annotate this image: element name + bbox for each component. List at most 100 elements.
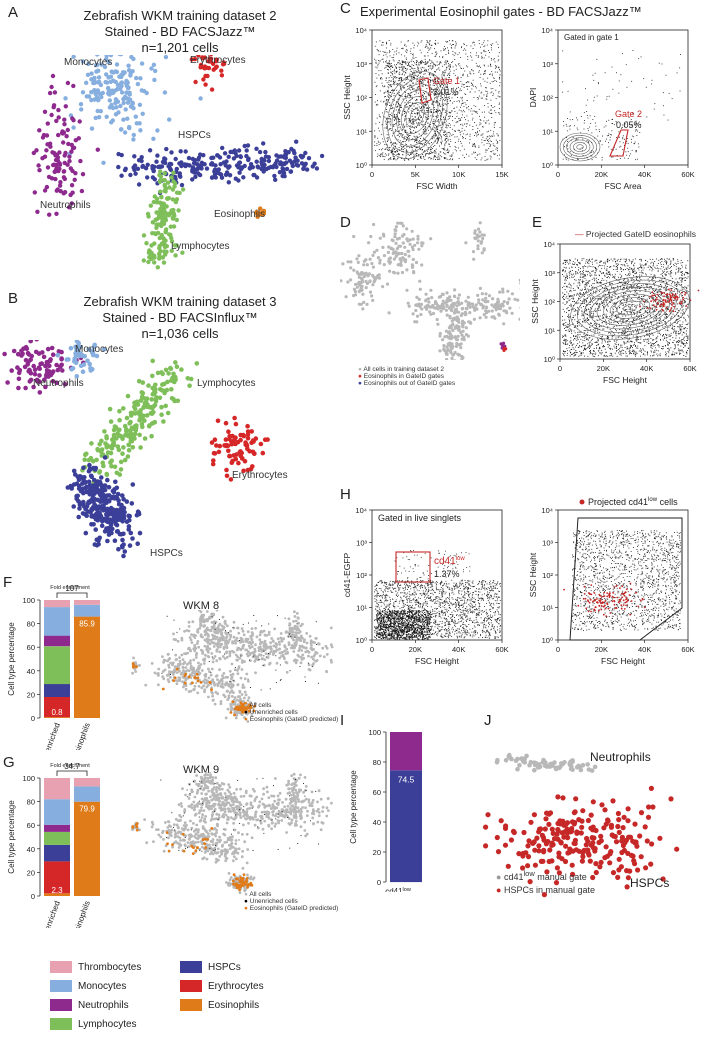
grey-cell-dot xyxy=(405,268,409,272)
hspc-cell-dot xyxy=(299,161,305,166)
c-right-event-dot xyxy=(576,117,577,119)
grey-cell-dot xyxy=(498,290,502,294)
hspc-cell-dot xyxy=(237,170,242,175)
e-event-dot xyxy=(638,282,640,284)
c-left-event-dot xyxy=(385,102,387,104)
c-left-event-dot xyxy=(425,144,427,146)
erythrocyte-cell-dot xyxy=(241,468,246,474)
c-left-event-dot xyxy=(444,140,446,142)
c-left-event-dot xyxy=(464,129,466,131)
hspc-cell-dot xyxy=(239,166,244,172)
c-left-event-dot xyxy=(412,72,413,74)
grey-cell-dot xyxy=(359,285,363,289)
erythrocyte-cell-dot xyxy=(211,458,216,463)
grey-cell-dot xyxy=(445,291,449,295)
hspc-cell-dot xyxy=(251,172,256,178)
c-left-event-dot xyxy=(454,45,456,47)
c-left-event-dot xyxy=(486,91,488,92)
monocyte-cell-dot xyxy=(151,136,156,141)
c-left-event-dot xyxy=(493,59,495,61)
c-left-event-dot xyxy=(475,112,477,113)
c-right-event-dot xyxy=(634,130,636,132)
c-left-event-dot xyxy=(390,158,392,160)
c-left-event-dot xyxy=(428,153,430,155)
grey-cell-dot xyxy=(507,297,511,301)
c-left-event-dot xyxy=(483,49,485,51)
lymphocyte-cell-dot xyxy=(133,428,139,433)
c-left-event-dot xyxy=(383,54,385,56)
c-left-event-dot xyxy=(401,133,403,135)
lymphocyte-cell-dot xyxy=(167,232,172,237)
panel-a-title-line2: Stained - BD FACSJazz™ xyxy=(104,24,256,39)
c-left-event-dot xyxy=(421,77,423,79)
c-left-event-dot xyxy=(499,70,501,72)
c-left-event-dot xyxy=(416,135,418,137)
c-left-event-dot xyxy=(388,66,390,68)
c-right-event-dot xyxy=(621,53,623,55)
e-event-dot xyxy=(634,313,635,315)
c-left-event-dot xyxy=(416,99,417,100)
c-left-event-dot xyxy=(398,147,400,148)
erythrocyte-cell-dot xyxy=(238,449,243,454)
c-left-event-dot xyxy=(378,74,380,76)
c-left-event-dot xyxy=(391,108,393,109)
c-left-event-dot xyxy=(397,157,399,159)
c-left-event-dot xyxy=(493,122,495,124)
c-left-event-dot xyxy=(415,149,416,151)
c-left-event-dot xyxy=(374,81,376,83)
c-right-event-dot xyxy=(626,154,628,156)
c-right-event-dot xyxy=(619,157,621,159)
erythrocyte-cell-dot xyxy=(233,441,238,447)
erythrocyte-cell-dot xyxy=(232,415,237,421)
hspc-cell-dot xyxy=(76,477,82,483)
c-left-event-dot xyxy=(415,89,417,91)
c-left-event-dot xyxy=(449,40,450,42)
c-left-event-dot xyxy=(394,129,396,130)
lymphocyte-cell-dot xyxy=(155,265,160,270)
c-left-event-dot xyxy=(388,94,390,95)
c-left-event-dot xyxy=(418,64,420,66)
c-left-event-dot xyxy=(400,64,402,66)
c-left-event-dot xyxy=(436,110,438,111)
c-left-event-dot xyxy=(420,107,422,109)
c-left-event-dot xyxy=(431,91,433,93)
e-event-dot xyxy=(625,282,627,283)
lymphocyte-cell-dot xyxy=(120,451,125,456)
grey-cell-dot xyxy=(436,322,440,326)
c-left-event-dot xyxy=(404,111,405,112)
monocyte-cell-dot xyxy=(86,61,91,67)
e-event-dot xyxy=(662,339,664,341)
neutrophil-cell-dot xyxy=(34,148,39,153)
c-left-event-dot xyxy=(480,46,481,48)
c-left-event-dot xyxy=(484,65,485,67)
monocyte-cell-dot xyxy=(106,85,111,91)
c-left-event-dot xyxy=(499,113,501,115)
c-left-event-dot xyxy=(490,112,492,114)
monocyte-cell-dot xyxy=(70,366,76,371)
c-left-event-dot xyxy=(434,44,436,46)
c-right-event-dot xyxy=(581,150,583,152)
c-left-event-dot xyxy=(434,90,436,92)
monocyte-cell-dot xyxy=(94,63,99,68)
c-left-event-dot xyxy=(410,153,411,155)
lymphocyte-cell-dot xyxy=(179,367,184,372)
c-right-event-dot xyxy=(581,147,583,149)
c-left-event-dot xyxy=(389,85,391,86)
e-event-dot xyxy=(594,308,596,310)
c-left-event-dot xyxy=(430,153,431,154)
c-left-event-dot xyxy=(399,136,400,138)
c-left-event-dot xyxy=(375,86,377,88)
e-event-dot xyxy=(613,332,615,334)
c-left-event-dot xyxy=(448,96,450,98)
e-event-dot xyxy=(578,287,579,289)
c-left-event-dot xyxy=(496,155,498,157)
panel-b-tsne xyxy=(2,340,270,559)
grey-cell-dot xyxy=(519,306,520,309)
c-left-event-dot xyxy=(481,111,483,113)
neutrophil-cell-dot xyxy=(25,362,31,367)
c-left-event-dot xyxy=(440,62,442,64)
neutrophil-cell-dot xyxy=(42,109,48,114)
hspc-cell-dot xyxy=(114,485,120,491)
c-left-event-dot xyxy=(444,158,446,160)
hspc-cell-dot xyxy=(303,150,308,156)
